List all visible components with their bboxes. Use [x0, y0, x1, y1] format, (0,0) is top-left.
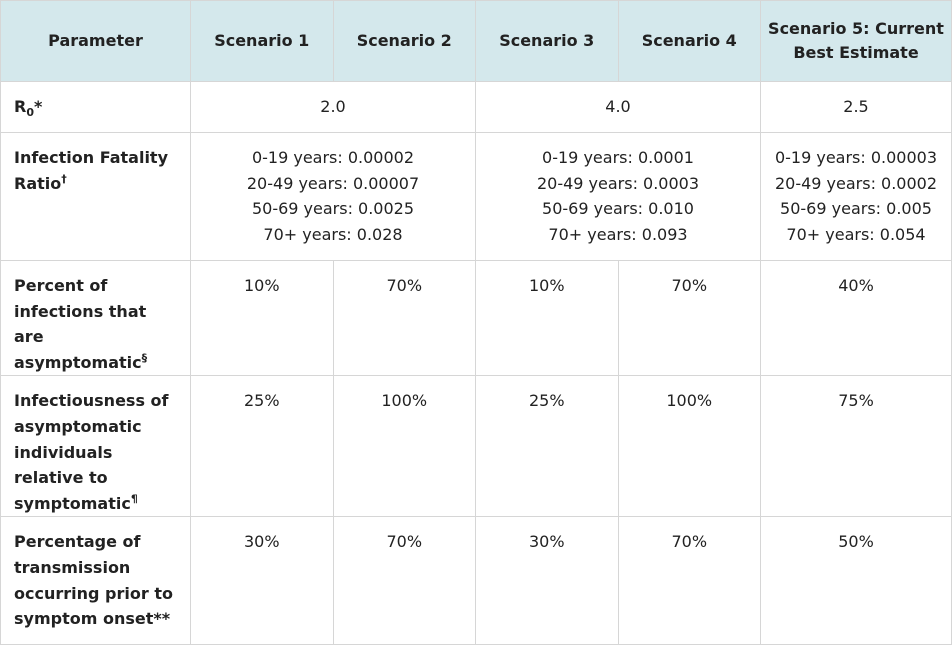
row-label-infectiousness: Infectiousness of asymptomatic individua… [0, 375, 191, 518]
table-row-r0: R0* 2.0 4.0 2.5 [0, 81, 952, 133]
r0-scenario-3-4: 4.0 [475, 81, 761, 133]
header-scenario-1: Scenario 1 [190, 0, 334, 82]
presymptomatic-scenario-3: 30% [475, 516, 619, 645]
header-row: Parameter Scenario 1 Scenario 2 Scenario… [0, 0, 952, 82]
infectiousness-scenario-3: 25% [475, 375, 619, 518]
asymptomatic-footnote-mark: § [141, 351, 148, 365]
ifr-s34-age-20-49: 20-49 years: 0.0003 [536, 173, 700, 193]
ifr-s34-age-0-19: 0-19 years: 0.0001 [542, 148, 694, 167]
infectiousness-scenario-4: 100% [617, 375, 761, 518]
header-scenario-3: Scenario 3 [475, 0, 619, 82]
ifr-s34-age-50-69: 50-69 years: 0.010 [542, 199, 694, 219]
ifr-s5-age-70-plus: 70+ years: 0.054 [786, 224, 926, 244]
row-label-presymptomatic: Percentage of transmission occurring pri… [0, 516, 191, 645]
asymptomatic-scenario-4: 70% [617, 259, 761, 377]
presymptomatic-scenario-5: 50% [760, 516, 952, 645]
asymptomatic-scenario-1: 10% [190, 259, 334, 377]
r0-scenario-1-2: 2.0 [190, 81, 476, 133]
ifr-s5-age-50-69: 50-69 years: 0.005 [780, 199, 932, 219]
infectiousness-scenario-1: 25% [190, 375, 334, 518]
ifr-s5-age-0-19: 0-19 years: 0.00003 [774, 148, 938, 167]
r0-label-subscript: 0 [26, 106, 34, 120]
presymptomatic-scenario-2: 70% [332, 516, 476, 645]
ifr-label-text: Infection Fatality Ratio [14, 148, 169, 193]
asymptomatic-scenario-2: 70% [332, 259, 476, 377]
infectiousness-footnote-mark: ¶ [130, 492, 138, 506]
row-label-asymptomatic: Percent of infections that are asymptoma… [0, 259, 191, 377]
table-row-infectiousness: Infectiousness of asymptomatic individua… [0, 375, 952, 518]
header-scenario-5: Scenario 5: Current Best Estimate [760, 0, 952, 82]
header-parameter: Parameter [0, 0, 191, 82]
infectiousness-label-text: Infectiousness of asymptomatic individua… [14, 391, 169, 513]
ifr-s5-age-20-49: 20-49 years: 0.0002 [774, 173, 938, 193]
presymptomatic-footnote-mark: ** [153, 609, 171, 629]
ifr-s12-age-0-19: 0-19 years: 0.00002 [251, 148, 415, 167]
r0-scenario-5: 2.5 [760, 81, 952, 133]
asymptomatic-scenario-5: 40% [760, 259, 952, 377]
table-row-ifr: Infection Fatality Ratio† 0-19 years: 0.… [0, 132, 952, 261]
asymptomatic-scenario-3: 10% [475, 259, 619, 377]
presymptomatic-label-text: Percentage of transmission occurring pri… [14, 532, 173, 629]
header-scenario-2: Scenario 2 [332, 0, 476, 82]
infectiousness-scenario-5: 75% [760, 375, 952, 518]
table-header: Parameter Scenario 1 Scenario 2 Scenario… [0, 0, 952, 82]
ifr-footnote-mark: † [61, 172, 67, 186]
row-label-ifr: Infection Fatality Ratio† [0, 132, 191, 261]
ifr-s34-age-70-plus: 70+ years: 0.093 [548, 224, 688, 244]
ifr-s12-age-20-49: 20-49 years: 0.00007 [246, 173, 420, 193]
ifr-scenario-5: 0-19 years: 0.00003 20-49 years: 0.0002 … [760, 132, 952, 261]
r0-label-text: R [14, 97, 27, 117]
ifr-s12-age-50-69: 50-69 years: 0.0025 [251, 199, 415, 219]
table-row-asymptomatic: Percent of infections that are asymptoma… [0, 259, 952, 377]
ifr-scenario-3-4: 0-19 years: 0.0001 20-49 years: 0.0003 5… [475, 132, 761, 261]
asymptomatic-label-text: Percent of infections that are asymptoma… [14, 276, 147, 372]
table-row-presymptomatic: Percentage of transmission occurring pri… [0, 516, 952, 645]
presymptomatic-scenario-4: 70% [617, 516, 761, 645]
r0-footnote-mark: * [33, 97, 43, 117]
ifr-scenario-1-2: 0-19 years: 0.00002 20-49 years: 0.00007… [190, 132, 476, 261]
presymptomatic-scenario-1: 30% [190, 516, 334, 645]
row-label-r0: R0* [0, 81, 191, 133]
ifr-s12-age-70-plus: 70+ years: 0.028 [263, 224, 403, 244]
infectiousness-scenario-2: 100% [332, 375, 476, 518]
header-scenario-4: Scenario 4 [617, 0, 761, 82]
